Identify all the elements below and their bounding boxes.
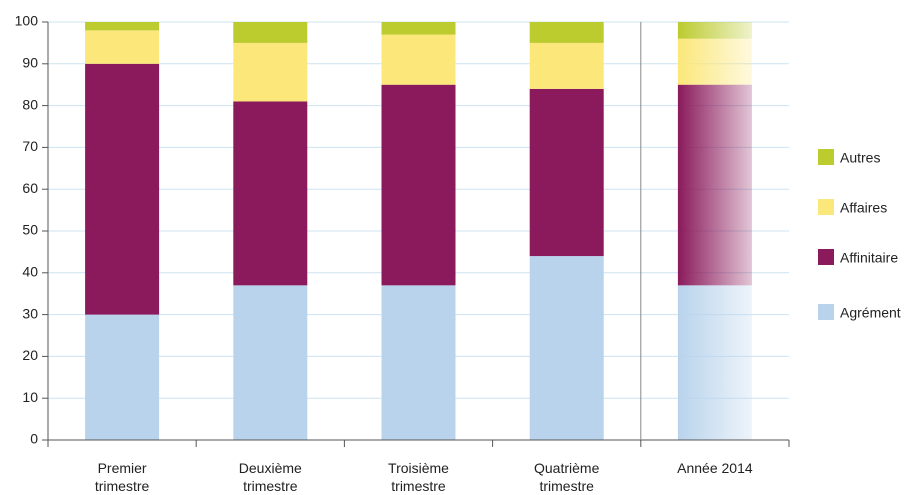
bar-segment: [85, 63, 160, 315]
legend-label: Agrément: [840, 305, 901, 321]
bar-segment: [233, 285, 308, 440]
x-tick-label: Année 2014: [677, 460, 753, 476]
bar-segment: [85, 22, 160, 31]
y-tick-label: 30: [22, 305, 38, 321]
y-tick-label: 20: [22, 347, 38, 363]
bar-segment: [85, 314, 160, 440]
legend-label: Autres: [840, 150, 880, 166]
x-tick-label: Troisième trimestre: [388, 460, 449, 494]
y-tick-label: 80: [22, 96, 38, 112]
legend-swatch: [818, 199, 834, 215]
bar-segment: [381, 84, 456, 286]
bar-segment: [529, 22, 604, 43]
bar-segment: [677, 84, 752, 286]
y-tick-label: 60: [22, 180, 38, 196]
y-tick-label: 40: [22, 264, 38, 280]
legend-swatch: [818, 304, 834, 320]
bar-segment: [381, 34, 456, 85]
bar-segment: [85, 30, 160, 64]
y-tick-label: 0: [30, 431, 38, 447]
bar-segment: [677, 285, 752, 440]
y-tick-label: 90: [22, 55, 38, 71]
bar-segment: [233, 22, 308, 43]
x-tick-label: Deuxième trimestre: [238, 460, 302, 494]
bar-segment: [529, 42, 604, 89]
y-tick-label: 50: [22, 222, 38, 238]
legend-swatch: [818, 249, 834, 265]
bar-segment: [677, 38, 752, 85]
legend-label: Affaires: [840, 200, 887, 216]
bar-segment: [233, 101, 308, 286]
bar-segment: [529, 88, 604, 257]
x-tick-label: Quatrième trimestre: [534, 460, 600, 494]
x-tick-label: Premier trimestre: [94, 460, 150, 494]
bar-segment: [677, 22, 752, 39]
y-tick-label: 10: [22, 389, 38, 405]
bar-segment: [381, 22, 456, 35]
bar-segment: [529, 256, 604, 440]
bar-segment: [381, 285, 456, 440]
y-tick-label: 100: [15, 13, 39, 29]
legend-swatch: [818, 149, 834, 165]
bar-segment: [233, 42, 308, 102]
y-tick-label: 70: [22, 138, 38, 154]
legend-label: Affinitaire: [840, 250, 898, 266]
